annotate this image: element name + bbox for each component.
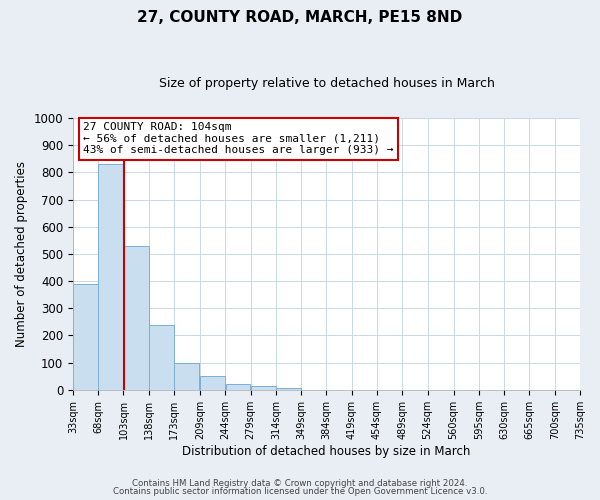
Bar [251, 386, 276, 390]
Bar [276, 388, 301, 390]
Text: 27, COUNTY ROAD, MARCH, PE15 8ND: 27, COUNTY ROAD, MARCH, PE15 8ND [137, 10, 463, 25]
Bar [149, 324, 174, 390]
Y-axis label: Number of detached properties: Number of detached properties [15, 161, 28, 347]
Bar [174, 364, 199, 390]
Bar [98, 164, 123, 390]
X-axis label: Distribution of detached houses by size in March: Distribution of detached houses by size … [182, 444, 470, 458]
Bar [73, 284, 98, 390]
Bar [226, 384, 250, 390]
Text: 27 COUNTY ROAD: 104sqm
← 56% of detached houses are smaller (1,211)
43% of semi-: 27 COUNTY ROAD: 104sqm ← 56% of detached… [83, 122, 394, 156]
Bar [124, 246, 149, 390]
Bar [200, 376, 225, 390]
Text: Contains HM Land Registry data © Crown copyright and database right 2024.: Contains HM Land Registry data © Crown c… [132, 478, 468, 488]
Title: Size of property relative to detached houses in March: Size of property relative to detached ho… [158, 78, 494, 90]
Text: Contains public sector information licensed under the Open Government Licence v3: Contains public sector information licen… [113, 487, 487, 496]
